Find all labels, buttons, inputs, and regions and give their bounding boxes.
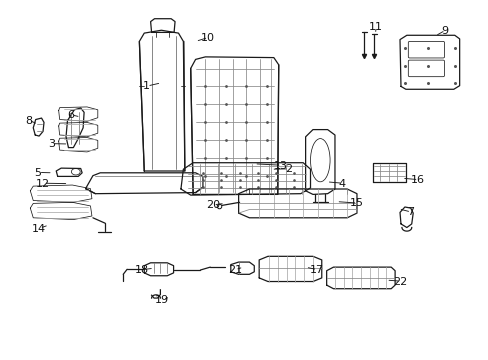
- Text: 10: 10: [201, 33, 214, 43]
- Text: 2: 2: [285, 164, 291, 174]
- Text: 19: 19: [155, 294, 169, 305]
- Text: 12: 12: [36, 179, 50, 189]
- Text: 9: 9: [441, 26, 447, 36]
- Text: 1: 1: [143, 81, 150, 91]
- Text: 20: 20: [205, 200, 219, 210]
- Text: 5: 5: [35, 168, 41, 178]
- Text: 13: 13: [274, 161, 287, 171]
- Text: 15: 15: [349, 198, 363, 208]
- Text: 8: 8: [25, 116, 32, 126]
- Text: 21: 21: [227, 265, 241, 275]
- Text: 4: 4: [338, 179, 345, 189]
- Text: 11: 11: [368, 22, 382, 32]
- Text: 7: 7: [407, 207, 413, 217]
- Text: 14: 14: [32, 224, 46, 234]
- Text: 22: 22: [392, 276, 407, 287]
- Text: 6: 6: [67, 110, 74, 120]
- Text: 17: 17: [309, 265, 323, 275]
- Text: 3: 3: [48, 139, 55, 149]
- Text: 18: 18: [135, 265, 148, 275]
- Text: 16: 16: [410, 175, 424, 185]
